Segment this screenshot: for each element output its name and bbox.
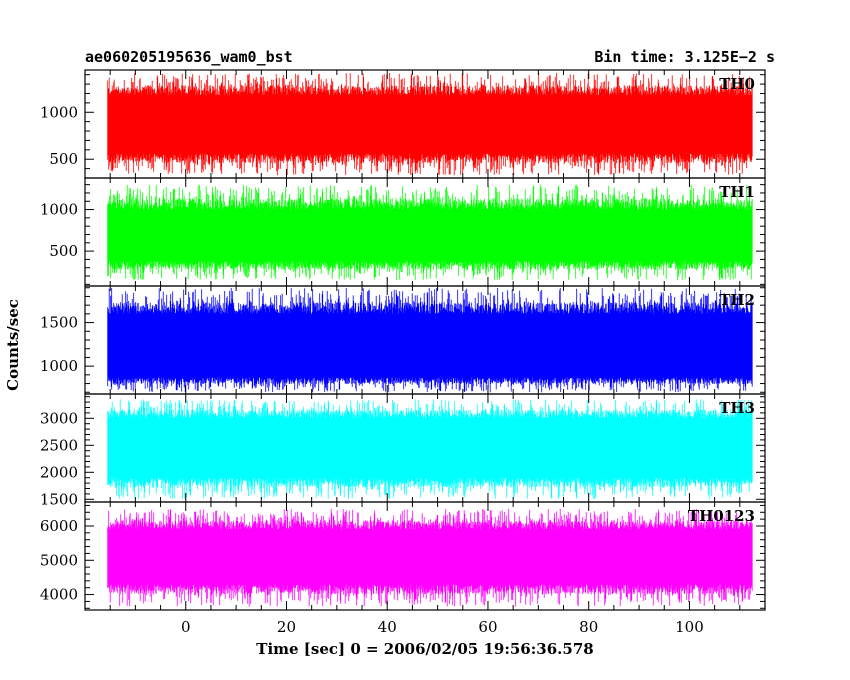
x-tick-label: 80	[579, 618, 598, 636]
y-tick-label: 3000	[40, 409, 78, 427]
y-tick-label: 500	[49, 150, 78, 168]
signal-trace	[107, 287, 753, 393]
y-tick-label: 1000	[40, 357, 78, 375]
y-tick-label: 2500	[40, 436, 78, 454]
x-tick-label: 100	[675, 618, 704, 636]
signal-trace	[107, 72, 753, 176]
y-tick-label: 1500	[40, 490, 78, 508]
panel-label: TH3	[719, 399, 755, 417]
y-tick-label: 1000	[40, 103, 78, 121]
x-tick-label: 20	[277, 618, 296, 636]
panel-label: TH2	[719, 291, 755, 309]
y-tick-label: 1000	[40, 201, 78, 219]
x-tick-label: 0	[181, 618, 191, 636]
panel-th3: 1500 2000 2500 3000 TH3	[40, 393, 766, 508]
panel-th0: 500 1000 TH0	[40, 69, 766, 179]
y-tick-label: 4000	[40, 586, 78, 604]
panel-th2: 1000 1500 TH2	[40, 285, 766, 395]
panel-th0123: 4000 5000 6000 TH0123	[40, 501, 766, 611]
x-axis-title: Time [sec] 0 = 2006/02/05 19:56:36.578	[256, 640, 593, 658]
signal-trace	[107, 184, 753, 281]
header-left-title: ae060205195636_wam0_bst	[85, 48, 293, 66]
panel-frame	[84, 501, 766, 611]
x-tick-label: 40	[378, 618, 397, 636]
y-tick-label: 1500	[40, 314, 78, 332]
x-axis: 0 20 40 60 80 100	[181, 618, 704, 636]
y-axis-title: Counts/sec	[4, 299, 22, 391]
panel-label: TH1	[719, 183, 755, 201]
y-tick-label: 500	[49, 242, 78, 260]
panel-label: TH0	[719, 75, 755, 93]
panel-th1: 500 1000 TH1	[40, 177, 766, 287]
y-tick-label: 6000	[40, 517, 78, 535]
header-right-bin-time: Bin time: 3.125E−2 s	[594, 48, 775, 66]
panels-group: 500 1000 TH0 500 1000 TH1 1000 1500 TH2 1500 2000 2…	[40, 69, 766, 611]
y-tick-label: 5000	[40, 551, 78, 569]
panel-label: TH0123	[688, 507, 755, 525]
signal-trace	[107, 399, 753, 500]
y-tick-label: 2000	[40, 463, 78, 481]
x-tick-label: 60	[478, 618, 497, 636]
signal-trace	[107, 508, 753, 607]
